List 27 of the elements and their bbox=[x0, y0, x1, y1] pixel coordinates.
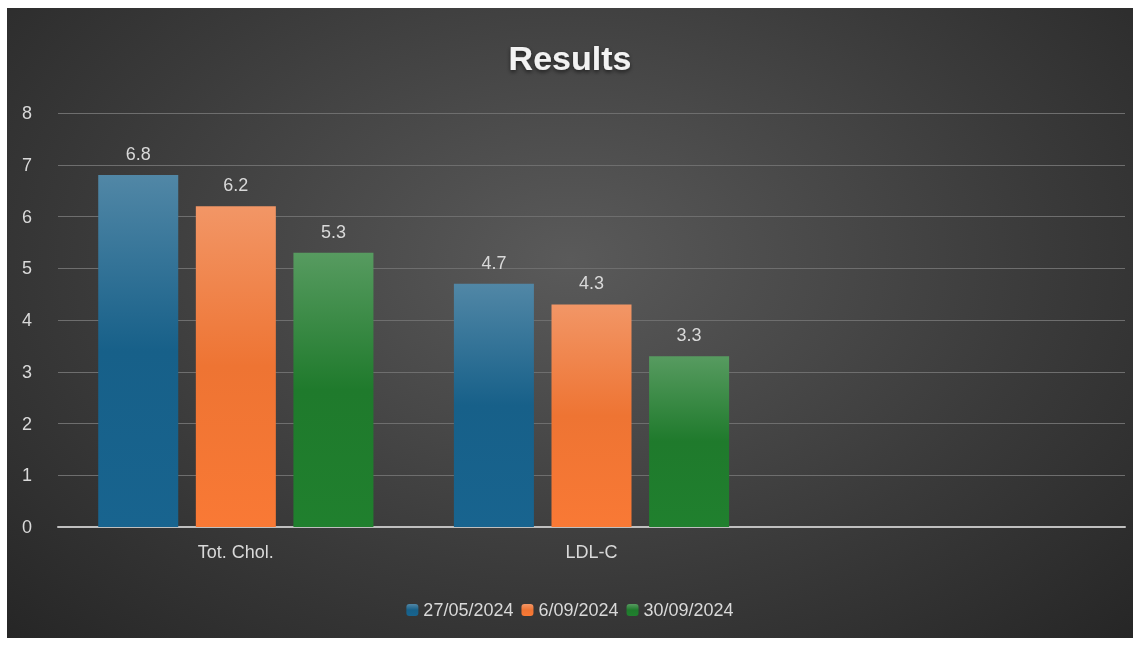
chart-title: Results bbox=[508, 39, 632, 77]
legend-label: 6/09/2024 bbox=[538, 600, 619, 620]
bar bbox=[649, 356, 730, 527]
y-tick-label: 7 bbox=[21, 154, 32, 175]
legend-label: 30/09/2024 bbox=[643, 600, 734, 620]
data-label: 4.3 bbox=[578, 273, 605, 294]
bar bbox=[195, 206, 276, 527]
x-tick-label: LDL-C bbox=[565, 542, 618, 562]
y-tick-label: 3 bbox=[21, 361, 32, 382]
data-label: 6.8 bbox=[125, 144, 151, 165]
bar bbox=[551, 304, 632, 527]
y-tick-label: 0 bbox=[21, 517, 32, 537]
y-tick-label: 4 bbox=[21, 310, 32, 330]
data-label: 3.3 bbox=[676, 325, 702, 346]
y-tick-label: 2 bbox=[21, 413, 32, 434]
y-tick-label: 5 bbox=[21, 258, 32, 279]
bar bbox=[453, 283, 534, 527]
bar bbox=[293, 252, 374, 527]
bar bbox=[98, 175, 179, 527]
y-tick-label: 1 bbox=[21, 465, 32, 486]
data-label: 5.3 bbox=[320, 221, 346, 242]
y-tick-label: 6 bbox=[21, 206, 32, 227]
y-tick-label: 8 bbox=[21, 103, 32, 123]
x-tick-label: Tot. Chol. bbox=[197, 542, 274, 562]
data-label: 6.2 bbox=[223, 175, 249, 196]
legend-label: 27/05/2024 bbox=[423, 600, 514, 620]
data-label: 4.7 bbox=[481, 252, 507, 273]
